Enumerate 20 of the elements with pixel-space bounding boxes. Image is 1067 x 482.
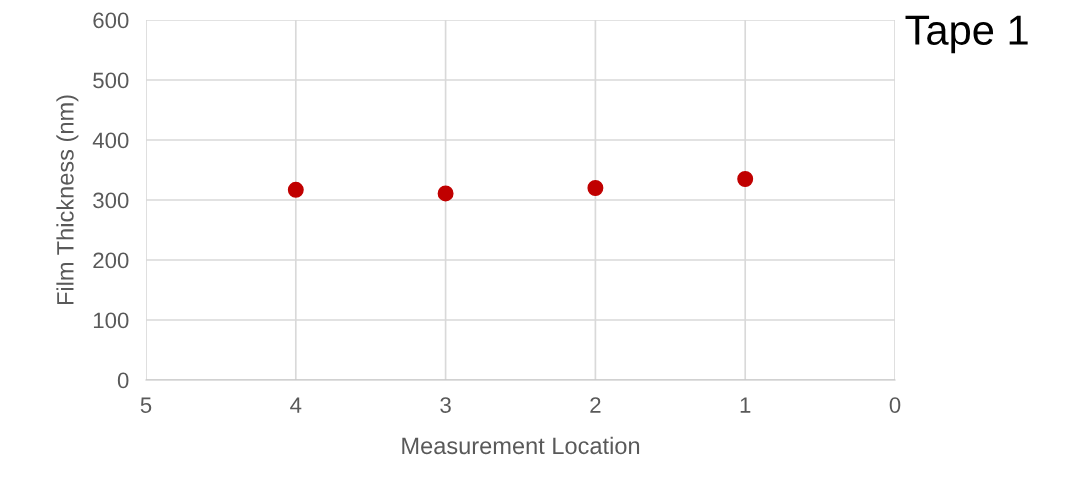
x-tick-label: 2 [590, 397, 601, 413]
y-axis-title: Film Thickness (nm) [56, 95, 79, 305]
x-tick-label: 0 [889, 397, 901, 413]
x-tick-label: 3 [440, 397, 451, 413]
x-tick-label: 5 [140, 397, 152, 413]
chart-title: Tape 1 [905, 15, 1028, 54]
y-tick-label: 500 [93, 72, 129, 89]
point [287, 181, 304, 198]
y-tick-label: 100 [93, 312, 129, 329]
point [737, 171, 754, 187]
x-tick-label: 4 [290, 397, 302, 413]
x-axis-title: Measurement Location [402, 436, 640, 455]
y-tick-label: 600 [93, 12, 129, 29]
y-tick-label: 0 [117, 372, 129, 389]
point [437, 185, 454, 202]
y-tick-label: 400 [92, 132, 129, 149]
x-tick-label: 1 [740, 397, 751, 413]
y-tick-label: 200 [93, 252, 129, 269]
point [587, 180, 604, 196]
y-tick-label: 300 [93, 192, 129, 209]
